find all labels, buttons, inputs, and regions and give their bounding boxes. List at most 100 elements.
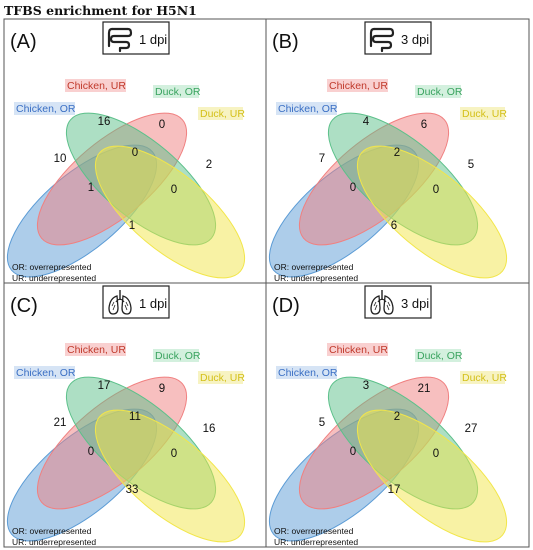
count-duck-ur-only: 5: [468, 159, 474, 171]
venn-diagram: Chicken, OR Chicken, UR Duck, OR Duck, UR 5 3…: [268, 343, 508, 543]
legend-ur: UR: underrepresented: [12, 273, 96, 283]
panel-letter: (A): [10, 31, 37, 53]
set-label-duck-ur: Duck, UR: [200, 108, 245, 120]
legend-or: OR: overrepresented: [274, 262, 354, 272]
count-chicken-ur-duck-or: 0: [132, 147, 138, 159]
panel-c: (C) 1 dpi Chicken, OR Chicken, UR Duck, OR Du…: [3, 282, 267, 548]
header-box-frame: [102, 21, 170, 55]
count-chicken-ur-duck-or: 2: [394, 411, 400, 423]
count-duck-or-duck-ur: 0: [171, 184, 177, 196]
set-label-chicken-or: Chicken, OR: [16, 367, 76, 379]
count-chicken-or-only: 7: [319, 153, 325, 165]
set-label-highlight: [153, 349, 199, 362]
venn-diagram: Chicken, OR Chicken, UR Duck, OR Duck, UR 7 4…: [268, 79, 507, 279]
set-label-chicken-ur: Chicken, UR: [329, 80, 388, 92]
count-chicken-ur-duck-or: 2: [394, 147, 400, 159]
dpi-label: 1 dpi: [139, 296, 167, 311]
intestine-path: [107, 27, 114, 48]
legend-ur: UR: underrepresented: [12, 537, 96, 547]
intestine-path: [371, 27, 395, 53]
count-chicken-or-chicken-ur: 0: [350, 446, 356, 458]
legend-or: OR: overrepresented: [12, 526, 92, 536]
count-chicken-or-chicken-ur: 0: [88, 446, 94, 458]
panel-letter: (B): [272, 31, 299, 53]
count-chicken-or-only: 21: [54, 417, 67, 429]
set-label-highlight: [460, 107, 505, 120]
count-duck-ur-only: 16: [203, 423, 216, 435]
count-chicken-ur-duck-or: 11: [129, 411, 141, 423]
lungs-icon: [370, 290, 394, 315]
count-chicken-or-chicken-ur: 0: [350, 182, 356, 194]
set-label-duck-ur: Duck, UR: [200, 372, 245, 384]
set-label-chicken-or: Chicken, OR: [16, 103, 76, 115]
lung-branches-path: [111, 301, 129, 311]
count-chicken-ur-only: 17: [98, 380, 111, 392]
right-lung-path: [383, 295, 394, 315]
set-label-highlight: [14, 366, 75, 379]
count-chicken-or-only: 5: [319, 417, 325, 429]
set-label-duck-ur: Duck, UR: [462, 372, 507, 384]
count-duck-or-only: 9: [159, 383, 165, 395]
ellipse-duck-ur: [94, 409, 246, 543]
set-label-chicken-ur: Chicken, UR: [329, 344, 388, 356]
set-label-duck-or: Duck, OR: [417, 350, 463, 362]
set-label-chicken-or: Chicken, OR: [278, 367, 338, 379]
count-chicken-or-duck-ur: 33: [126, 484, 139, 496]
set-label-highlight: [276, 102, 337, 115]
panel-header-box: 3 dpi: [364, 285, 432, 319]
set-label-duck-or: Duck, OR: [155, 86, 201, 98]
count-duck-or-duck-ur: 0: [433, 448, 439, 460]
dpi-label: 1 dpi: [139, 32, 167, 47]
count-duck-or-duck-ur: 0: [171, 448, 177, 460]
count-duck-ur-only: 27: [465, 423, 478, 435]
count-chicken-or-chicken-ur: 1: [88, 182, 94, 194]
set-label-duck-or: Duck, OR: [417, 86, 463, 98]
ellipse-duck-ur: [94, 145, 246, 279]
count-chicken-or-only: 10: [54, 153, 67, 165]
set-label-highlight: [198, 371, 243, 384]
panel-b: (B) 3 dpi Chicken, OR Chicken, UR Duck, OR Du…: [265, 18, 530, 284]
header-box-frame: [364, 21, 432, 55]
panel-d: (D) 3 dpi Chicken, OR Chicken, UR Duck, OR Du…: [265, 282, 530, 548]
legend-ur: UR: underrepresented: [274, 273, 358, 283]
count-duck-or-only: 21: [418, 383, 431, 395]
intestine-path: [369, 27, 376, 48]
legend-or: OR: overrepresented: [274, 526, 354, 536]
panel-letter: (D): [272, 295, 300, 317]
count-chicken-or-duck-ur: 6: [391, 220, 397, 232]
set-label-highlight: [65, 343, 126, 356]
panel-header-box: 3 dpi: [364, 21, 432, 55]
count-chicken-ur-only: 4: [363, 116, 370, 128]
set-label-highlight: [327, 343, 388, 356]
intestine-icon: [107, 27, 133, 53]
ellipse-duck-ur: [356, 409, 508, 543]
set-label-duck-or: Duck, OR: [155, 350, 201, 362]
count-duck-or-duck-ur: 0: [433, 184, 439, 196]
set-label-highlight: [415, 85, 461, 98]
left-lung-path: [370, 295, 381, 315]
count-chicken-or-duck-ur: 17: [388, 484, 401, 496]
panel-a: (A) 1 dpi Chicken, OR Chicken, UR Duck, OR Du…: [3, 18, 267, 284]
count-duck-or-only: 0: [159, 119, 165, 131]
set-label-duck-ur: Duck, UR: [462, 108, 507, 120]
count-duck-ur-only: 2: [206, 159, 212, 171]
figure-title: TFBS enrichment for H5N1: [4, 3, 197, 18]
set-label-highlight: [153, 85, 199, 98]
set-label-highlight: [460, 371, 505, 384]
set-label-highlight: [14, 102, 75, 115]
panel-header-box: 1 dpi: [102, 21, 170, 55]
lungs-icon: [108, 290, 132, 315]
set-label-chicken-or: Chicken, OR: [278, 103, 338, 115]
lung-branches-path: [373, 301, 391, 311]
count-duck-or-only: 6: [421, 119, 427, 131]
panel-letter: (C): [10, 295, 38, 317]
panel-frame: [265, 282, 530, 548]
legend-ur: UR: underrepresented: [274, 537, 358, 547]
intestine-path: [109, 27, 133, 53]
venn-diagram: Chicken, OR Chicken, UR Duck, OR Duck, UR 21…: [6, 343, 246, 543]
set-label-highlight: [198, 107, 243, 120]
legend-or: OR: overrepresented: [12, 262, 92, 272]
panel-header-box: 1 dpi: [102, 285, 170, 319]
